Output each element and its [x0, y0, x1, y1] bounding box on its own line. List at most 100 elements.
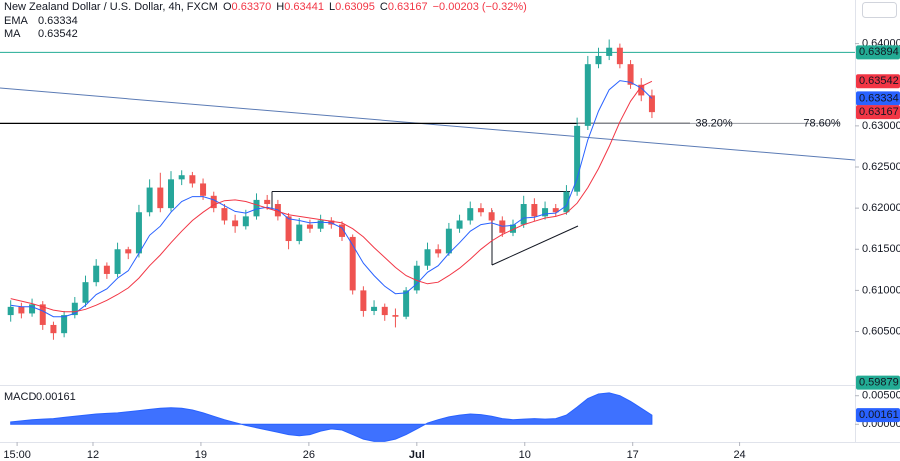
- x-tick-label: 19: [195, 449, 207, 461]
- price-tag: [856, 375, 900, 390]
- candle-body: [595, 55, 602, 65]
- candle-body: [563, 191, 570, 213]
- x-tick-label: 17: [627, 449, 639, 461]
- macd-area: [10, 392, 653, 442]
- price-tag: [856, 74, 900, 89]
- candle-body: [232, 220, 239, 227]
- symbol-title: New Zealand Dollar / U.S. Dollar, 4h, FX…: [4, 1, 218, 13]
- candle-body: [542, 208, 549, 217]
- x-tick-label: 15:00: [3, 449, 31, 461]
- candle-body: [39, 304, 46, 325]
- candle-body: [552, 208, 559, 213]
- x-tick-label: 24: [733, 449, 745, 461]
- candle-body: [339, 224, 345, 237]
- macd-legend-value: 0.00161: [36, 391, 76, 403]
- ohlc-item: C: [380, 1, 388, 13]
- price-tag-label: 0.63542: [859, 75, 899, 87]
- candle-body: [317, 220, 324, 229]
- candle-body: [403, 290, 410, 317]
- price-tag-label: 0.59879: [859, 377, 899, 389]
- candle-body: [360, 290, 367, 311]
- candle-body: [574, 125, 581, 192]
- candle-body: [200, 183, 207, 196]
- indicator-line: [10, 80, 653, 313]
- candle-body: [616, 47, 623, 65]
- legend-name: MA: [4, 28, 21, 40]
- candle-body: [157, 187, 164, 209]
- candle-body: [264, 199, 271, 205]
- candle-body: [520, 204, 527, 225]
- candle-body: [93, 265, 100, 283]
- indicator-line: [10, 80, 653, 318]
- macd-legend-name: MACD: [4, 391, 36, 403]
- x-tick-label: 26: [303, 449, 315, 461]
- candle-body: [146, 187, 153, 213]
- candle-body: [168, 179, 174, 209]
- price-tag-label: 0.63334: [859, 92, 899, 104]
- price-tag: [856, 45, 900, 60]
- price-tag-label: 0.00161: [859, 409, 899, 421]
- ohlc-item: 0.63370: [232, 1, 272, 13]
- candle-body: [50, 324, 57, 334]
- price-tag: [856, 105, 900, 120]
- candle-body: [371, 306, 378, 311]
- candle-body: [488, 212, 495, 221]
- price-tag-label: 0.63894: [859, 46, 899, 58]
- candle-body: [7, 306, 14, 316]
- y-tick-label: 0.62500: [862, 161, 900, 173]
- candle-body: [349, 236, 356, 291]
- candle-body: [381, 306, 388, 316]
- price-tag-label: 0.63167: [859, 106, 899, 118]
- candle-body: [413, 265, 420, 291]
- candle-body: [71, 302, 78, 316]
- x-tick-label: Jul: [409, 449, 425, 461]
- price-tag: [856, 408, 900, 423]
- candle-body: [435, 249, 442, 254]
- candle-body: [424, 249, 431, 266]
- legend-value: 0.63334: [38, 15, 78, 27]
- ohlc-item: L: [329, 1, 335, 13]
- price-tag: [856, 91, 900, 106]
- candle-body: [82, 282, 89, 303]
- candle-body: [445, 228, 452, 254]
- candle-body: [510, 224, 516, 233]
- candle-body: [135, 212, 142, 254]
- toolbar-button[interactable]: [862, 2, 897, 18]
- y-tick-label: 0.61000: [862, 284, 900, 296]
- candle-body: [253, 199, 260, 217]
- ohlc-item: O: [223, 1, 232, 13]
- candle-body: [531, 204, 538, 217]
- x-tick-label: 10: [519, 449, 531, 461]
- candle-body: [627, 64, 634, 85]
- candle-body: [114, 249, 121, 274]
- main-pane: 38.20% 78.60%: [0, 39, 855, 340]
- candle-body: [584, 64, 591, 126]
- candle-body: [477, 208, 484, 213]
- legend-value: 0.63542: [38, 28, 78, 40]
- candle-body: [467, 208, 474, 221]
- candle-body: [103, 265, 110, 274]
- candle-body: [61, 315, 68, 334]
- wedge-line: [491, 225, 579, 266]
- candle-body: [306, 224, 313, 229]
- candle-body: [648, 95, 655, 113]
- candle-body: [18, 306, 25, 314]
- ohlc-item: 0.63441: [284, 1, 324, 13]
- ohlc-item: 0.63167: [388, 1, 428, 13]
- y-tick-label: 0.63000: [862, 120, 900, 132]
- candle-body: [189, 175, 196, 184]
- candle-body: [178, 175, 185, 180]
- y-tick-label: 0.62000: [862, 202, 900, 214]
- candle-body: [456, 220, 463, 229]
- candle-body: [285, 216, 292, 242]
- candle-body: [296, 224, 303, 242]
- header: New Zealand Dollar / U.S. Dollar, 4h, FX…: [4, 1, 527, 13]
- candle-body: [29, 304, 36, 314]
- x-tick-label: 12: [87, 449, 99, 461]
- ohlc-item: −0.00203 (−0.32%): [433, 1, 527, 13]
- legend-name: EMA: [4, 15, 29, 27]
- ohlc-item: H: [276, 1, 284, 13]
- candle-body: [606, 47, 613, 56]
- fib-label: 38.20%: [695, 117, 733, 129]
